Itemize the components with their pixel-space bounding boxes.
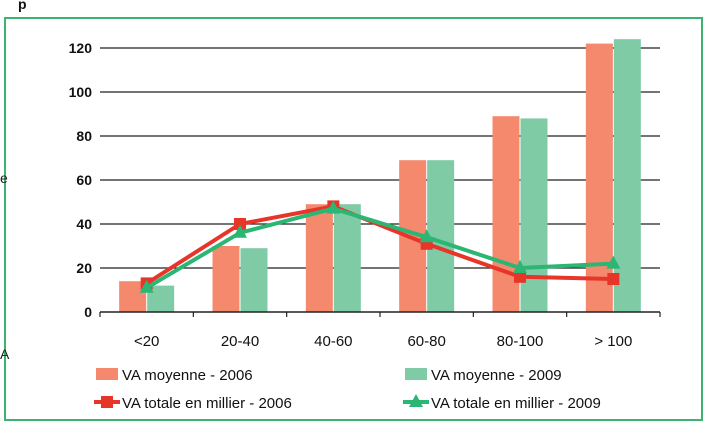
grid-lines (100, 47, 660, 269)
line-marker (607, 273, 620, 285)
y-tick-label: 40 (76, 216, 92, 232)
legend-label: VA totale en millier - 2009 (431, 395, 601, 412)
line-marker (234, 218, 246, 230)
y-tick-label: 0 (84, 304, 92, 320)
line-marker (606, 255, 621, 269)
bar (520, 118, 548, 313)
bar (585, 43, 613, 312)
y-tick-label: 120 (69, 40, 93, 56)
legend-marker (409, 394, 423, 407)
bar (212, 246, 240, 312)
y-tick-label: 100 (69, 84, 93, 100)
x-tick-label: 80-100 (497, 333, 544, 350)
bar (240, 248, 268, 312)
bars (119, 39, 641, 313)
bar (427, 160, 455, 312)
x-axis (99, 311, 661, 317)
line-marker (514, 270, 526, 283)
y-axis-tick-labels: 0 20 40 60 80 100 120 (69, 40, 93, 320)
legend-swatch (96, 368, 118, 380)
line-marker (419, 229, 434, 243)
chart-frame (4, 17, 703, 421)
y-tick-label: 20 (76, 260, 92, 276)
legend-swatch (405, 368, 427, 380)
bar (333, 204, 361, 312)
legend-label: VA totale en millier - 2006 (122, 395, 292, 412)
line-marker (139, 279, 154, 293)
x-axis-tick-labels: <20 20-40 40-60 60-80 80-100 > 100 (134, 333, 632, 350)
x-tick-label: <20 (134, 333, 159, 350)
legend-marker (101, 396, 113, 408)
x-tick-label: 20-40 (221, 333, 259, 350)
bar (305, 204, 333, 312)
bar (613, 39, 641, 312)
legend: VA moyenne - 2006 VA moyenne - 2009 VA tot… (94, 367, 601, 412)
cropped-side-text-2: A (0, 346, 10, 362)
cropped-side-text-1: e (0, 170, 8, 186)
legend-label: VA moyenne - 2009 (431, 367, 562, 384)
x-tick-label: > 100 (594, 333, 632, 350)
line-marker (233, 224, 247, 238)
legend-label: VA moyenne - 2006 (122, 367, 253, 384)
left-margin (0, 0, 4, 425)
y-tick-label: 80 (76, 128, 92, 144)
series-line (145, 206, 614, 290)
x-tick-label: 40-60 (314, 333, 352, 350)
cropped-heading-fragment: p (18, 0, 27, 12)
line-marker (326, 200, 341, 214)
x-tick-label: 60-80 (407, 333, 445, 350)
y-tick-label: 60 (76, 172, 92, 188)
line-marker (513, 260, 527, 273)
series-lines (139, 200, 621, 293)
series-line (145, 204, 614, 286)
